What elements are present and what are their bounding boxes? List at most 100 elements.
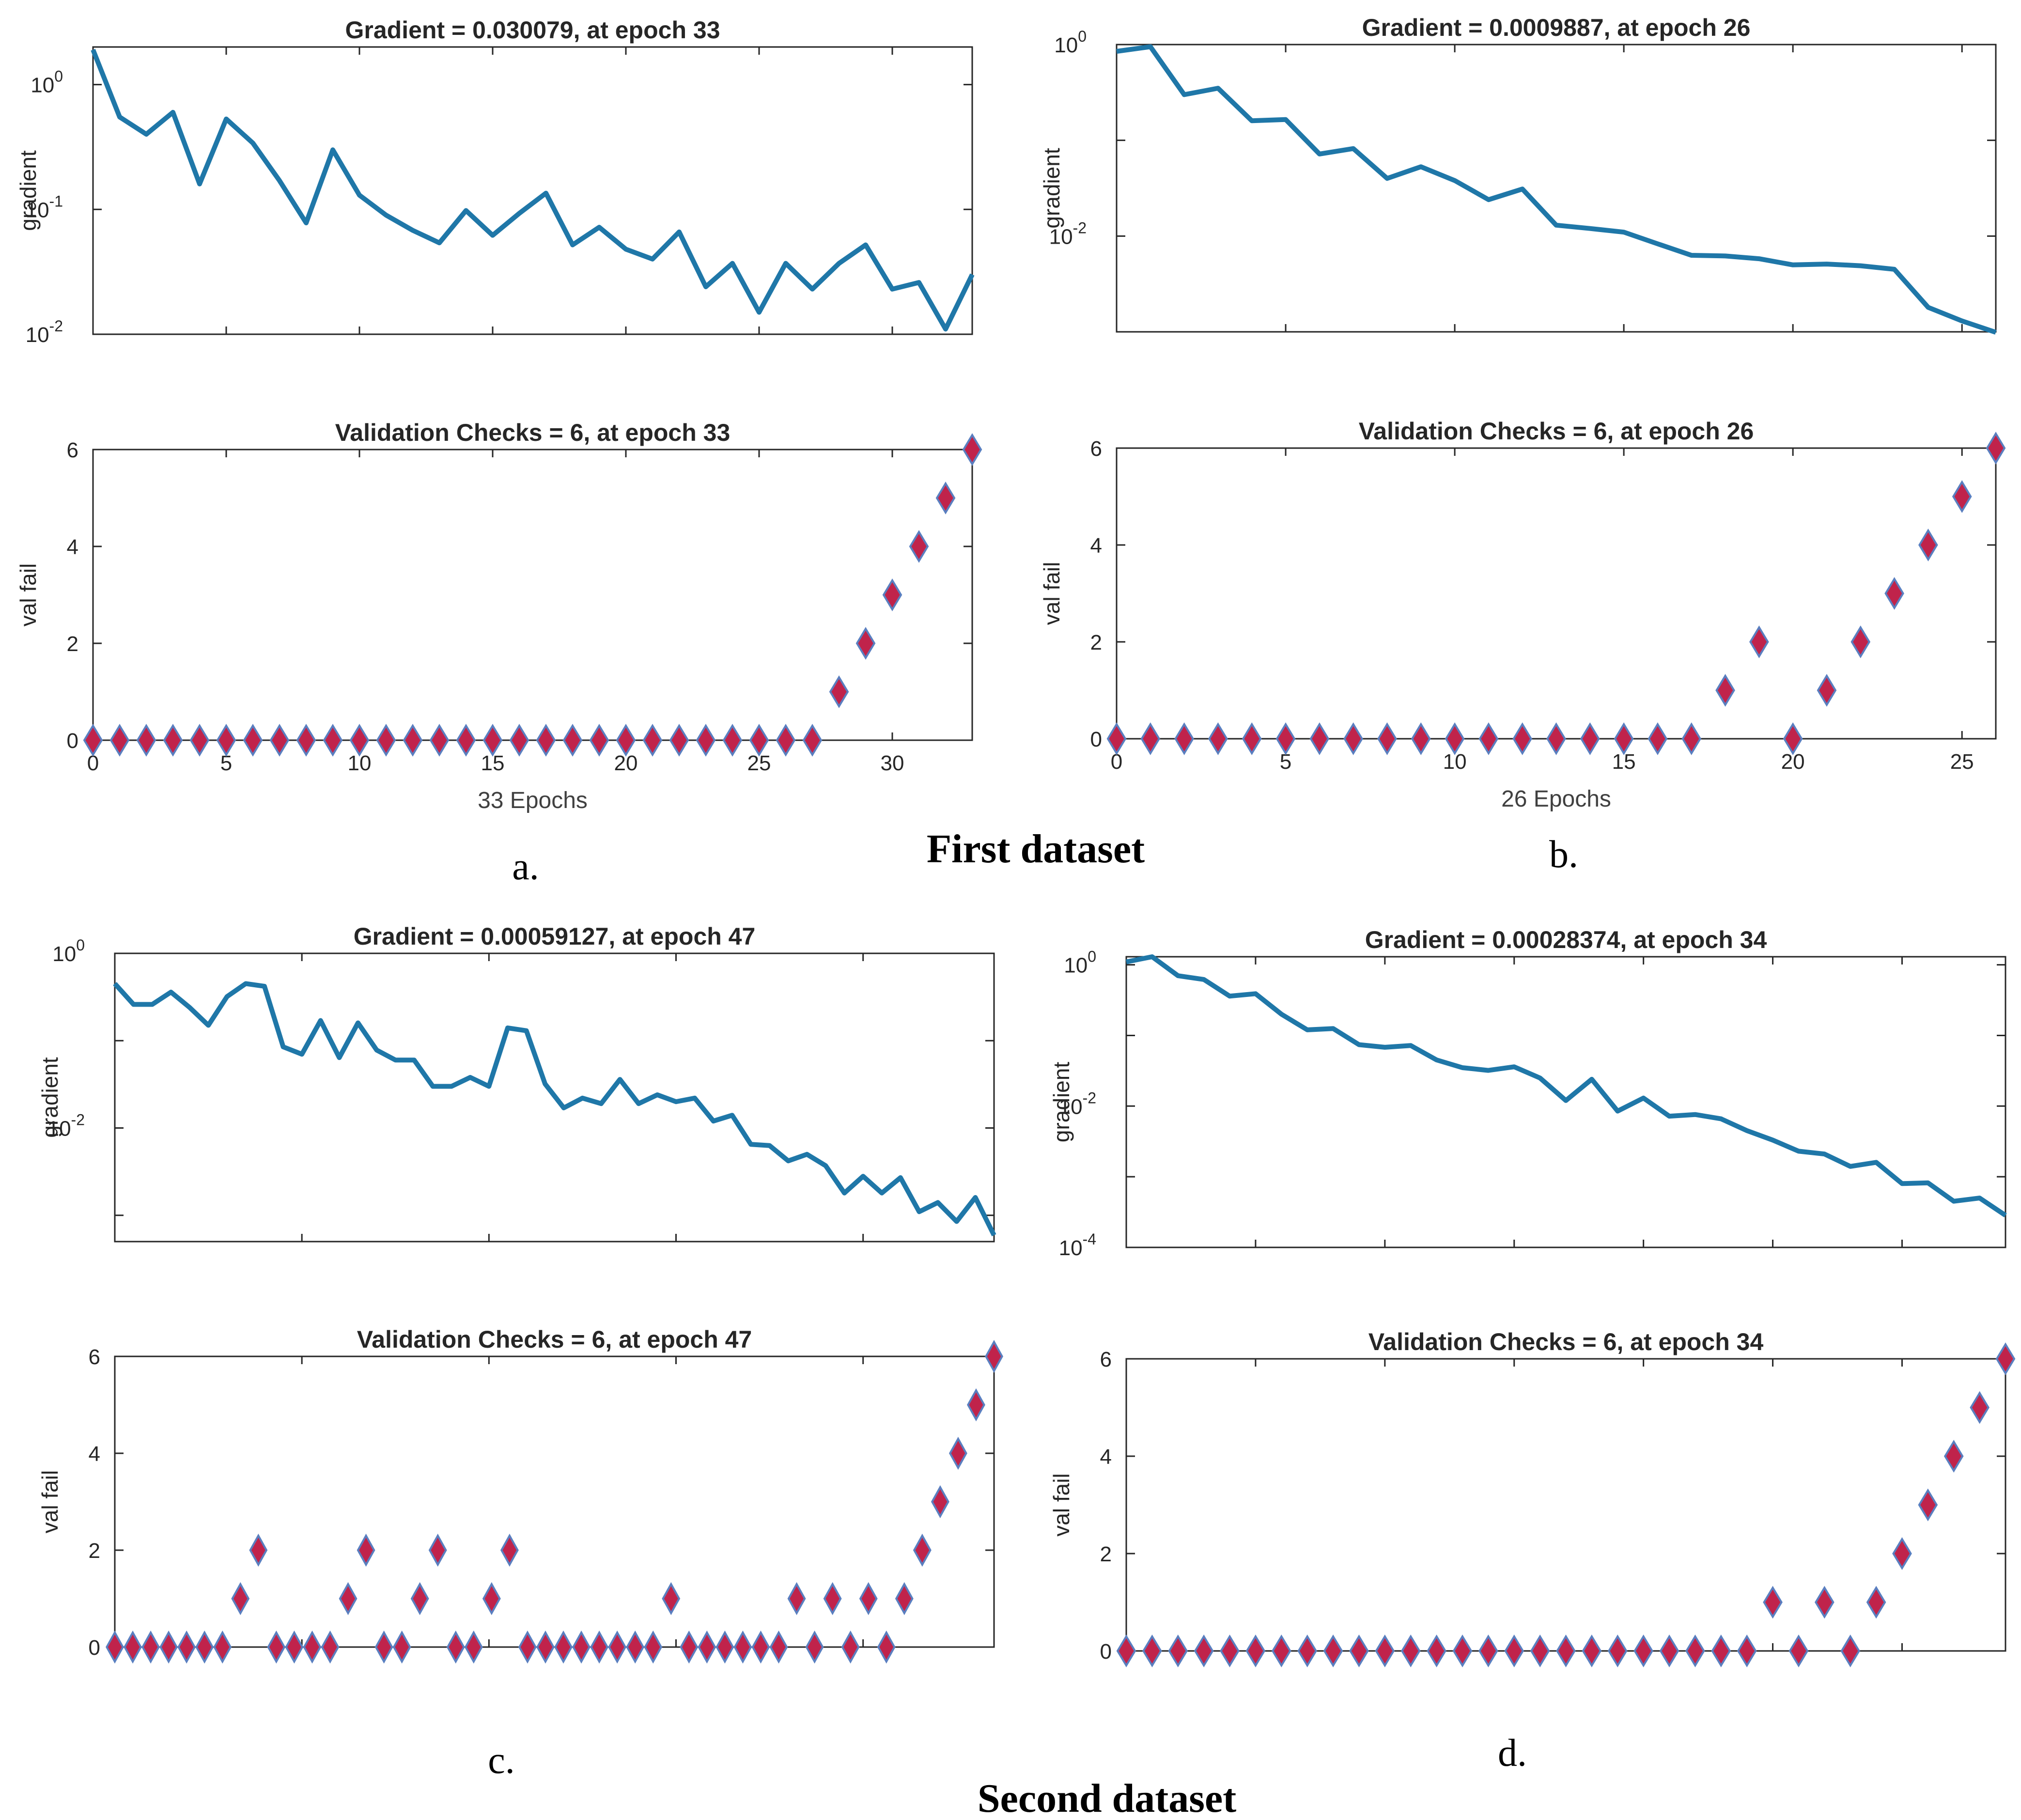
val-fail-marker <box>1685 1634 1705 1667</box>
val-fail-marker <box>1715 674 1735 707</box>
val-fail-marker <box>589 724 609 757</box>
y-tick-exponent: -2 <box>71 1111 85 1128</box>
val-fail-marker <box>243 724 263 757</box>
val-fail-marker <box>269 724 290 757</box>
val-fail-marker <box>456 724 476 757</box>
y-axis-label: val fail <box>16 563 41 626</box>
val-fail-marker <box>1242 722 1262 755</box>
val-fail-marker <box>805 1630 824 1664</box>
x-tick-label: 30 <box>881 751 904 775</box>
val-fail-marker <box>1142 1634 1162 1667</box>
val-fail-marker <box>1943 1440 1964 1473</box>
y-tick-label: 0 <box>1100 1640 1112 1664</box>
val-fail-marker <box>1918 1488 1938 1522</box>
y-axis-label: val fail <box>1039 562 1064 625</box>
val-fail-marker <box>1400 1634 1421 1667</box>
val-fail-marker <box>1884 577 1904 610</box>
val-fail-marker <box>698 1630 716 1664</box>
y-tick-exponent: -2 <box>1073 219 1087 236</box>
y-tick-label: 6 <box>67 438 78 462</box>
val-fail-marker <box>1850 625 1871 658</box>
val-fail-marker <box>1866 1586 1886 1619</box>
val-fail-marker <box>733 1630 752 1664</box>
x-axis-label: 33 Epochs <box>478 788 588 813</box>
panel-c-validation: Validation Checks = 6, at epoch 47 val fa… <box>37 1326 1003 1664</box>
y-tick-label: 0 <box>89 1636 100 1660</box>
plot-title: Gradient = 0.00028374, at epoch 34 <box>1365 926 1767 953</box>
val-fail-marker <box>1711 1634 1731 1667</box>
y-axis-label: gradient <box>1039 148 1064 228</box>
val-fail-marker <box>572 1630 591 1664</box>
val-fail-marker <box>106 1630 124 1664</box>
axes-box <box>1125 1358 2006 1652</box>
val-fail-marker <box>1271 1634 1291 1667</box>
val-fail-marker <box>428 1533 447 1567</box>
val-fail-marker <box>696 724 716 757</box>
val-fail-marker <box>321 1630 340 1664</box>
plot-title: Gradient = 0.030079, at epoch 33 <box>345 16 720 44</box>
val-fail-marker <box>1580 722 1600 755</box>
val-fail-marker <box>644 1630 663 1664</box>
val-fail-marker <box>855 627 876 660</box>
val-fail-marker <box>1737 1634 1757 1667</box>
val-fail-marker <box>1309 722 1330 755</box>
val-fail-marker <box>751 1630 770 1664</box>
val-fail-marker <box>1220 1634 1240 1667</box>
y-tick-exponent: 0 <box>1088 948 1096 965</box>
val-fail-marker <box>948 1436 967 1470</box>
gradient-line <box>113 981 996 1237</box>
axes-box <box>1116 447 1997 740</box>
y-tick-label: 2 <box>89 1539 100 1563</box>
val-fail-marker <box>877 1630 896 1664</box>
val-fail-marker <box>1530 1634 1550 1667</box>
val-fail-marker <box>1952 480 1972 513</box>
plot-title: Gradient = 0.0009887, at epoch 26 <box>1362 14 1751 41</box>
val-fail-marker <box>482 724 503 757</box>
y-axis-label: gradient <box>37 1057 62 1137</box>
val-fail-marker <box>1478 1634 1498 1667</box>
val-fail-marker <box>669 724 689 757</box>
axes-box <box>1116 44 1997 333</box>
val-fail-marker <box>715 1630 734 1664</box>
y-tick-label: 100 <box>52 936 85 966</box>
val-fail-marker <box>1648 722 1668 755</box>
val-fail-marker <box>249 1533 268 1567</box>
y-axis-label: gradient <box>16 150 41 231</box>
gradient-line <box>91 48 975 332</box>
y-tick-exponent: 0 <box>1078 28 1087 45</box>
val-fail-marker <box>962 433 982 466</box>
val-fail-marker <box>1986 432 2006 465</box>
y-tick-exponent: 0 <box>76 936 85 954</box>
val-fail-marker <box>1995 1342 2016 1375</box>
y-tick-label: 6 <box>1090 437 1102 461</box>
y-tick-label: 4 <box>67 535 78 559</box>
val-fail-marker <box>1297 1634 1318 1667</box>
y-tick-label: 4 <box>1100 1445 1112 1469</box>
y-axis-label: val fail <box>1049 1473 1074 1536</box>
val-fail-marker <box>159 1630 178 1664</box>
val-fail-marker <box>1918 529 1938 561</box>
val-fail-marker <box>1116 1634 1136 1667</box>
val-fail-marker <box>1512 722 1533 755</box>
val-fail-marker <box>895 1582 914 1616</box>
val-fail-marker <box>349 724 370 757</box>
val-fail-marker <box>410 1582 429 1616</box>
y-tick-exponent: -4 <box>1083 1230 1096 1248</box>
val-fail-marker <box>882 578 902 611</box>
y-tick-label: 6 <box>89 1345 100 1369</box>
y-tick-exponent: -2 <box>49 317 63 335</box>
axes-box <box>92 46 973 335</box>
y-tick-label: 2 <box>67 632 78 656</box>
val-fail-marker <box>1375 1634 1395 1667</box>
y-tick-exponent: -2 <box>1083 1089 1096 1106</box>
plot-title: Validation Checks = 6, at epoch 34 <box>1368 1328 1764 1355</box>
val-fail-marker <box>913 1533 932 1567</box>
panel-b-gradient: Gradient = 0.0009887, at epoch 26 gradien… <box>1039 14 1997 335</box>
val-fail-marker <box>1783 722 1803 755</box>
gradient-line <box>1126 954 2007 1218</box>
axes-box <box>114 1355 995 1648</box>
val-fail-marker <box>374 1630 393 1664</box>
plot-title: Gradient = 0.00059127, at epoch 47 <box>354 923 756 950</box>
val-fail-marker <box>859 1582 878 1616</box>
axes-box <box>92 449 973 741</box>
